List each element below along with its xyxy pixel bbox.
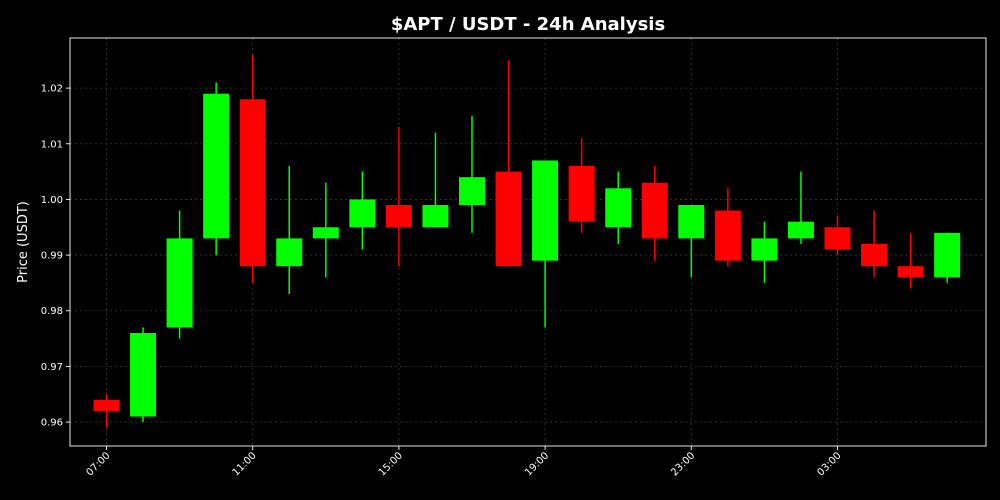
candle-up (787, 171, 814, 244)
candle-up (605, 171, 632, 244)
candle-down (641, 166, 668, 261)
y-tick-label: 1.00 (41, 195, 63, 206)
y-tick-label: 0.97 (41, 362, 63, 373)
candle-body (495, 171, 522, 267)
candle-down (495, 60, 522, 267)
candle-body (130, 333, 157, 417)
candle-body (459, 177, 485, 205)
candle-body (568, 166, 595, 222)
candle-up (312, 182, 339, 278)
candle-down (239, 54, 266, 283)
candle-body (239, 99, 266, 267)
candle-body (861, 243, 888, 267)
y-tick-label: 0.96 (41, 418, 63, 429)
candle-down (714, 188, 741, 267)
candle-body (532, 160, 559, 261)
candle-up (934, 232, 961, 283)
candle-down (93, 394, 120, 428)
candle-body (276, 238, 303, 267)
candle-down (861, 210, 888, 278)
y-tick-label: 1.02 (41, 84, 63, 95)
candle-up (130, 327, 157, 423)
y-tick-label: 1.01 (41, 139, 63, 150)
y-tick-label: 0.98 (41, 306, 63, 317)
candle-body (714, 210, 741, 261)
candle-down (385, 127, 412, 267)
candle-up (276, 166, 303, 295)
candle-up (349, 171, 376, 250)
candle-down (568, 138, 595, 233)
candle-body (824, 227, 851, 250)
grid-layer (70, 38, 986, 446)
candle-up (203, 82, 230, 256)
candle-body (641, 182, 668, 239)
candle-up (166, 210, 193, 339)
candle-body (385, 204, 412, 228)
candle-up (532, 160, 559, 328)
candle-body (897, 266, 924, 278)
chart-title: $APT / USDT - 24h Analysis (391, 14, 665, 35)
candle-body (203, 93, 230, 239)
candle-body (751, 238, 778, 261)
candle-body (678, 204, 705, 239)
candle-up (422, 132, 449, 228)
candle-body (349, 199, 376, 228)
candle-up (678, 204, 705, 278)
candle-down (824, 216, 851, 256)
candle-body (605, 188, 632, 228)
candle-body (934, 232, 961, 278)
candle-body (166, 238, 193, 328)
y-axis-label: Price (USDT) (16, 201, 31, 283)
candle-body (422, 204, 449, 228)
candle-layer (93, 54, 961, 428)
candle-body (312, 227, 339, 239)
candle-up (751, 221, 778, 283)
plot-frame (69, 37, 987, 447)
candle-body (93, 399, 120, 411)
candle-body (787, 221, 814, 239)
candle-down (897, 232, 924, 289)
y-tick-label: 0.99 (41, 251, 63, 262)
candle-up (459, 115, 485, 233)
